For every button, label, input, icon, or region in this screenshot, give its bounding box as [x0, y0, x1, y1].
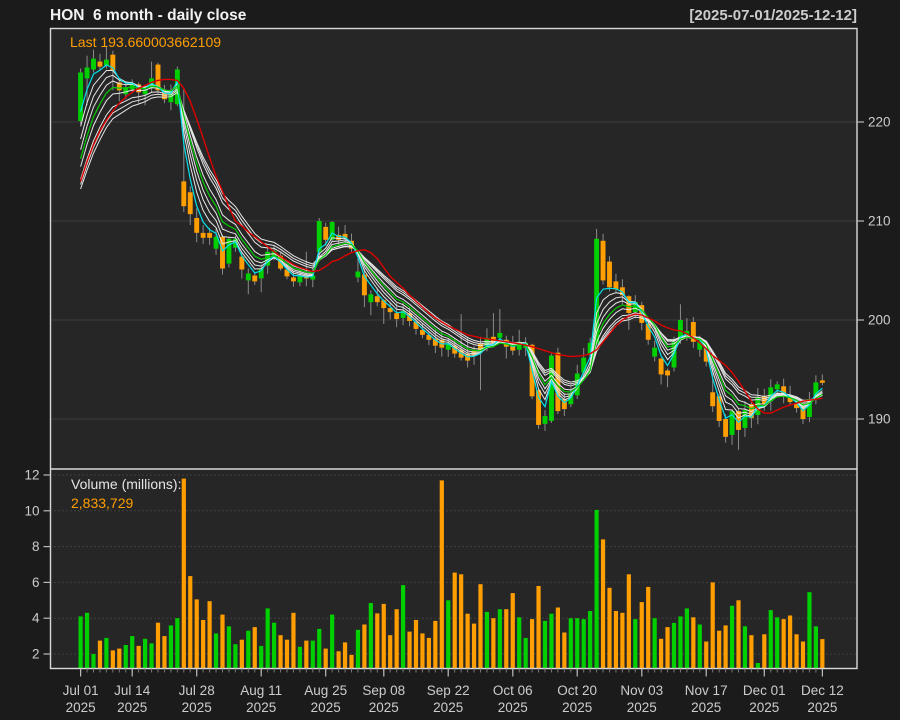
svg-text:12: 12	[24, 468, 39, 483]
svg-text:2025: 2025	[498, 700, 528, 715]
svg-text:2025: 2025	[117, 700, 147, 715]
svg-text:2025: 2025	[562, 700, 592, 715]
svg-text:2: 2	[32, 647, 40, 662]
svg-text:8: 8	[32, 539, 40, 554]
svg-text:10: 10	[24, 503, 39, 518]
svg-text:HON 6 month - daily close: HON 6 month - daily close	[50, 7, 247, 24]
svg-text:6: 6	[32, 575, 40, 590]
svg-text:200: 200	[868, 313, 891, 328]
svg-text:2,833,729: 2,833,729	[71, 495, 133, 511]
svg-text:210: 210	[868, 214, 891, 229]
svg-text:[2025-07-01/2025-12-12]: [2025-07-01/2025-12-12]	[689, 7, 857, 24]
svg-text:Jul 28: Jul 28	[179, 683, 215, 698]
svg-text:Jul 01: Jul 01	[63, 683, 99, 698]
svg-text:2025: 2025	[691, 700, 721, 715]
svg-text:2025: 2025	[807, 700, 837, 715]
svg-text:2025: 2025	[182, 700, 212, 715]
svg-text:Sep 08: Sep 08	[362, 683, 405, 698]
svg-text:2025: 2025	[66, 700, 96, 715]
svg-text:Volume (millions):: Volume (millions):	[71, 476, 181, 492]
svg-text:2025: 2025	[749, 700, 779, 715]
svg-text:Jul 14: Jul 14	[114, 683, 151, 698]
svg-text:2025: 2025	[311, 700, 341, 715]
svg-text:Oct 06: Oct 06	[493, 683, 533, 698]
svg-text:Last 193.660003662109: Last 193.660003662109	[70, 34, 221, 50]
svg-text:2025: 2025	[433, 700, 463, 715]
svg-text:2025: 2025	[246, 700, 276, 715]
svg-text:Aug 11: Aug 11	[240, 683, 282, 698]
svg-text:Dec 12: Dec 12	[801, 683, 844, 698]
svg-text:4: 4	[32, 611, 40, 626]
svg-text:Oct 20: Oct 20	[557, 683, 597, 698]
svg-text:Nov 17: Nov 17	[685, 683, 728, 698]
svg-text:Dec 01: Dec 01	[743, 683, 786, 698]
svg-text:Nov 03: Nov 03	[620, 683, 663, 698]
svg-text:Aug 25: Aug 25	[304, 683, 347, 698]
svg-text:190: 190	[868, 412, 891, 427]
svg-text:2025: 2025	[369, 700, 399, 715]
svg-text:Sep 22: Sep 22	[427, 683, 470, 698]
svg-text:2025: 2025	[627, 700, 657, 715]
svg-text:220: 220	[868, 115, 891, 130]
